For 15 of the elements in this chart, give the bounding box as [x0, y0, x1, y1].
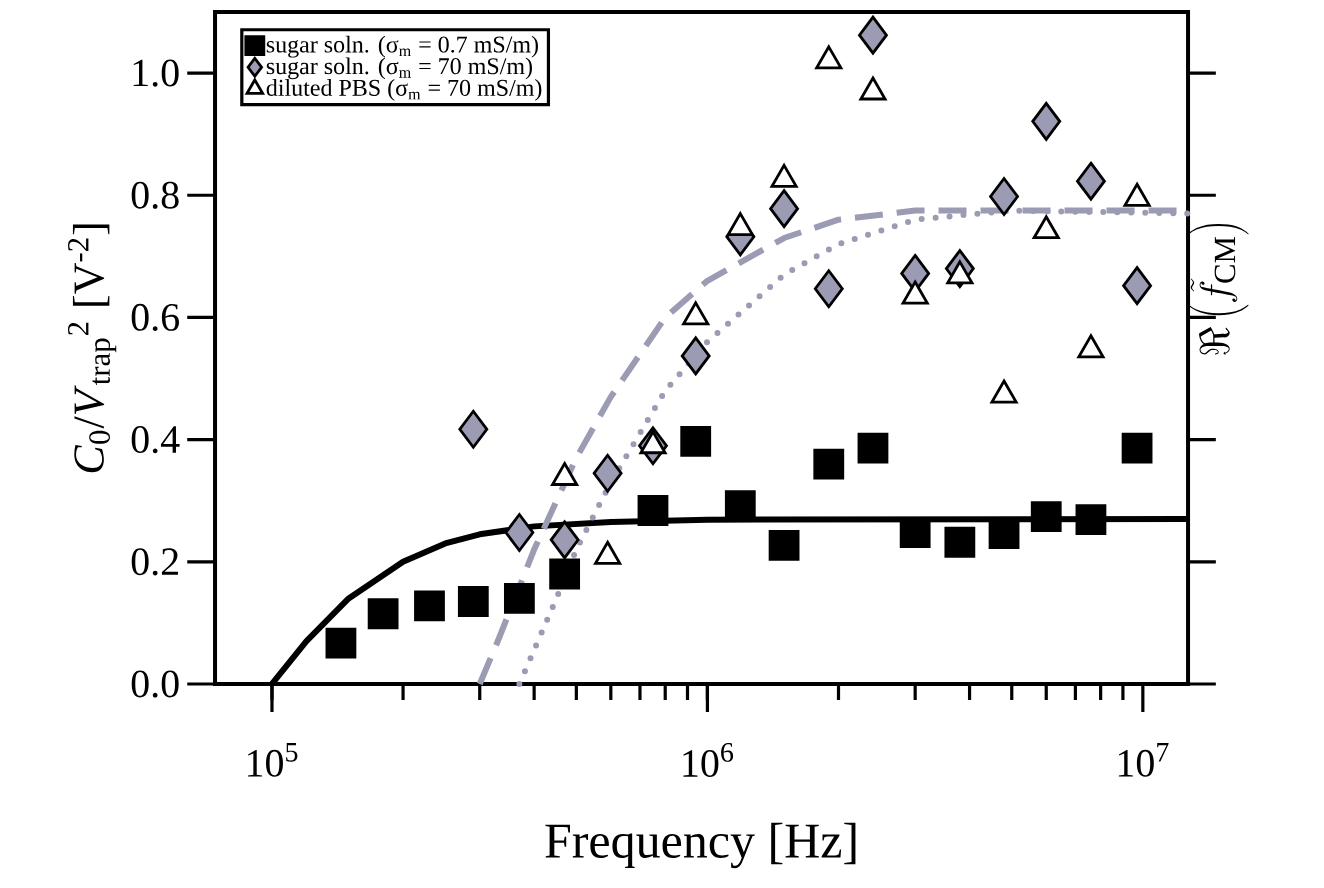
legend-label: diluted PBS (σ$_{m}$ = 70 mS/m)	[266, 79, 542, 101]
y-tick-label: 0.6	[131, 303, 179, 332]
y-tick-label: 0.0	[131, 670, 179, 698]
x-axis-title: Frequency [Hz]	[545, 822, 856, 869]
text: C$_{0}$/V$_{trap}$$^{2}$ [V$^{-2}$]	[68, 224, 117, 473]
y-tick-label: 0.8	[131, 181, 179, 209]
x-tick-label: 10$^{7}$	[1118, 743, 1169, 777]
y-tick-label: 0.2	[131, 548, 178, 576]
y-tick-label: 1.0	[133, 59, 179, 87]
legend-label: sugar soln. (σ$_{m}$ = 70 mS/m)	[266, 57, 532, 80]
y2-axis-title: $\Re\left(\tilde{f}_{\mathrm{CM}}\right)$	[1188, 223, 1249, 355]
x-tick-label: 10$^{6}$	[683, 743, 734, 778]
legend-label: sugar soln. (σ$_{m}$ = 0.7 mS/m)	[266, 35, 538, 58]
x-tick-label: 10$^{5}$	[248, 743, 298, 777]
y-tick-label: 0.4	[131, 426, 180, 454]
